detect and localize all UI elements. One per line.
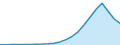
chart-container: [0, 0, 120, 45]
chart: [0, 0, 120, 45]
plot-area: [0, 3, 120, 45]
area-line: [0, 3, 120, 44]
area-fill: [0, 3, 120, 45]
